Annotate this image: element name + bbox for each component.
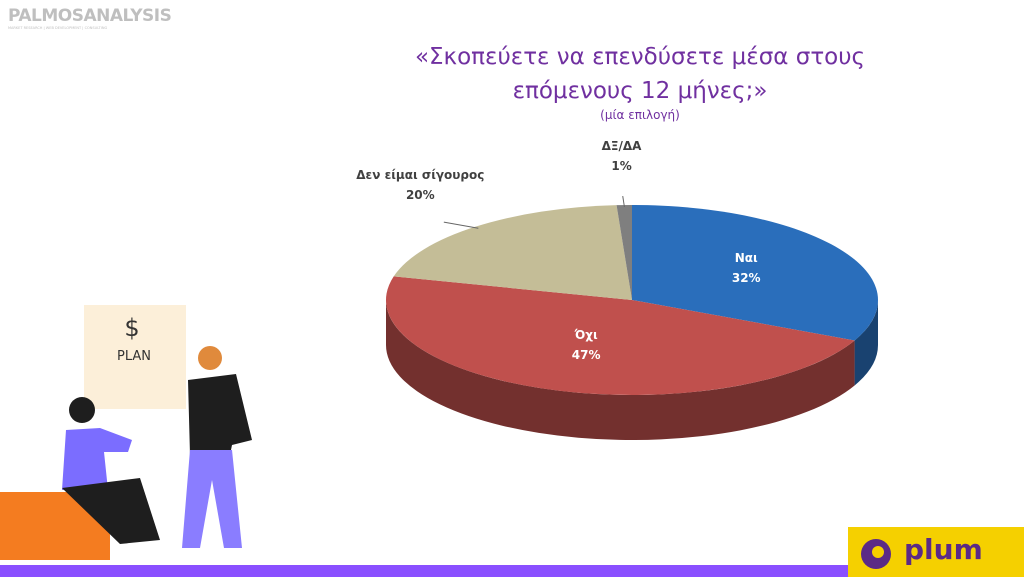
slice-value: 47%	[572, 348, 601, 362]
slice-value: 32%	[732, 271, 761, 285]
slice-label: Δεν είμαι σίγουρος	[356, 168, 484, 182]
slice	[385, 276, 855, 396]
slice	[616, 205, 632, 300]
brand-icon	[861, 539, 891, 569]
slice-side	[854, 300, 878, 386]
brand-name: plum	[904, 533, 983, 566]
slice-value: 1%	[611, 159, 631, 173]
slice-value: 20%	[406, 188, 435, 202]
slice	[632, 205, 878, 341]
slice-label: Ναι	[735, 251, 758, 265]
slice-side	[386, 300, 855, 440]
slice-label: Όχι	[574, 328, 598, 342]
chart-title: «Σκοπεύετε να επενδύσετε μέσα στους επόμ…	[414, 44, 866, 104]
plan-text: PLAN	[117, 349, 151, 364]
slice-label: ΔΞ/ΔΑ	[602, 139, 643, 153]
logo-tagline: MARKET RESEARCH | WEB DEVELOPMENT | CONS…	[8, 26, 108, 30]
plan-symbol: $	[124, 314, 139, 342]
woman-top	[62, 428, 132, 490]
leader-line	[443, 221, 479, 229]
man-jacket	[188, 374, 252, 455]
bottom-bar	[0, 565, 1024, 577]
slice	[393, 205, 632, 300]
man-head	[198, 346, 222, 370]
plan-card	[84, 305, 186, 409]
pie: Ναι 32% Όχι 47% Δεν είμαι σίγουρος 20% ΔΞ/ΔΑ 1%	[356, 139, 878, 440]
man-legs	[182, 450, 242, 548]
chart-subtitle: (μία επιλογή)	[600, 108, 680, 122]
leader-line	[622, 195, 625, 208]
woman-head	[69, 397, 95, 423]
brand-badge: plum	[848, 527, 1024, 577]
logo: PALMOSANALYSIS	[8, 6, 172, 26]
woman-skirt	[62, 478, 160, 544]
